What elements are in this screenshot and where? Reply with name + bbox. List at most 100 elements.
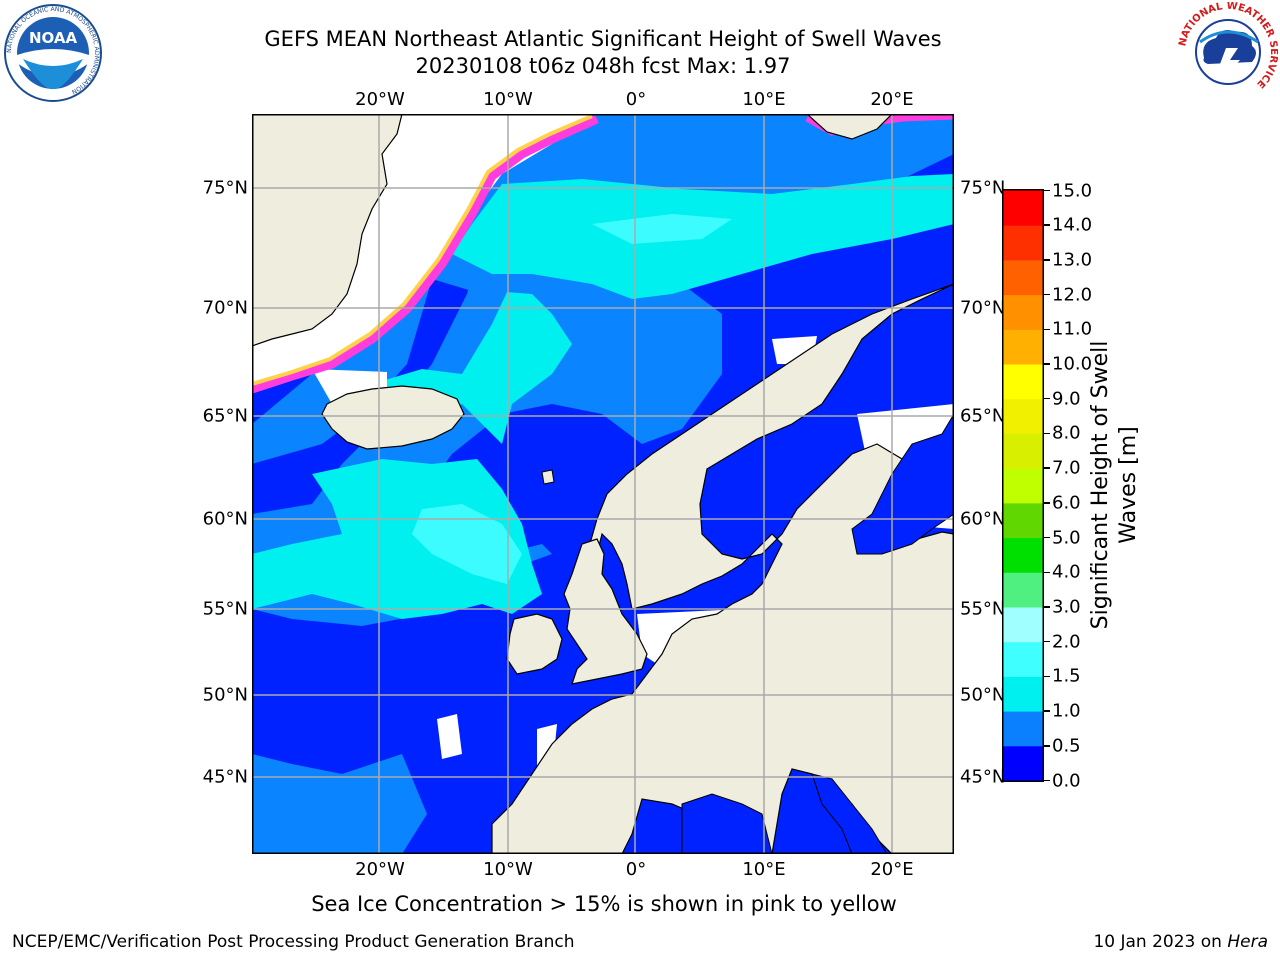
colorbar-tick-label: 10.0 bbox=[1052, 353, 1093, 375]
sea-ice-edge bbox=[252, 114, 593, 386]
colorbar-tick-label: 0.0 bbox=[1052, 770, 1081, 791]
lon-label-top: 10°W bbox=[483, 89, 533, 110]
colorbar-tick-label: 14.0 bbox=[1052, 214, 1093, 236]
colorbar-tick bbox=[1044, 571, 1050, 573]
sea-ice-edge bbox=[252, 114, 599, 394]
colorbar-band bbox=[1003, 537, 1043, 573]
colorbar-tick bbox=[1044, 675, 1050, 678]
noaa-logo-text: NOAA bbox=[29, 29, 78, 47]
map-frame bbox=[252, 114, 954, 854]
footer-credit: NCEP/EMC/Verification Post Processing Pr… bbox=[12, 932, 575, 952]
colorbar-tick bbox=[1044, 189, 1050, 192]
colorbar-band bbox=[1003, 502, 1043, 539]
colorbar-band bbox=[1003, 225, 1043, 261]
colorbar-band bbox=[1003, 259, 1043, 296]
colorbar-tick-label: 1.5 bbox=[1052, 665, 1081, 687]
lat-label-left: 75°N bbox=[202, 177, 248, 199]
colorbar-tick bbox=[1044, 328, 1050, 331]
colorbar-tick bbox=[1044, 606, 1050, 608]
colorbar-band bbox=[1003, 745, 1043, 781]
lat-label-right: 70°N bbox=[960, 297, 1006, 319]
no-data-region bbox=[437, 714, 462, 759]
footer-host: Hera bbox=[1227, 932, 1268, 952]
colorbar-band bbox=[1003, 676, 1043, 712]
colorbar-tick bbox=[1044, 536, 1050, 539]
lat-label-right: 60°N bbox=[960, 508, 1006, 530]
lat-label-right: 50°N bbox=[960, 684, 1006, 706]
land-greenland bbox=[252, 114, 403, 347]
colorbar-tick bbox=[1044, 640, 1050, 643]
swell-wave-map bbox=[252, 114, 954, 854]
lat-label-left: 65°N bbox=[202, 405, 248, 427]
colorbar-tick-label: 13.0 bbox=[1052, 249, 1093, 271]
sea-mediterranean bbox=[681, 793, 773, 854]
colorbar bbox=[1002, 189, 1044, 782]
colorbar-tick-label: 4.0 bbox=[1052, 561, 1081, 583]
lat-label-right: 75°N bbox=[960, 177, 1006, 199]
lat-label-right: 55°N bbox=[960, 598, 1006, 620]
colorbar-tick-label: 6.0 bbox=[1052, 492, 1081, 514]
colorbar-tick bbox=[1044, 397, 1050, 400]
ocean-band-0.5-1.0 bbox=[252, 754, 427, 854]
colorbar-frame bbox=[1002, 189, 1044, 782]
colorbar-tick bbox=[1044, 259, 1050, 261]
lat-label-left: 70°N bbox=[202, 297, 248, 319]
lat-label-left: 45°N bbox=[202, 766, 248, 788]
sea-ice-note: Sea Ice Concentration > 15% is shown in … bbox=[311, 892, 897, 916]
footer-date-text: 10 Jan 2023 on bbox=[1093, 932, 1228, 952]
footer-date: 10 Jan 2023 on Hera bbox=[1093, 932, 1268, 952]
colorbar-tick-label: 7.0 bbox=[1052, 457, 1081, 479]
colorbar-band bbox=[1003, 711, 1043, 747]
colorbar-band bbox=[1003, 294, 1043, 330]
lat-label-left: 55°N bbox=[202, 598, 248, 620]
lat-label-right: 65°N bbox=[960, 405, 1006, 427]
colorbar-tick-label: 11.0 bbox=[1052, 318, 1093, 340]
ocean-band-1.5-2.0 bbox=[592, 214, 732, 244]
land-iceland bbox=[321, 385, 465, 450]
colorbar-tick bbox=[1044, 467, 1050, 469]
lon-label-top: 0° bbox=[625, 89, 647, 110]
land-svalbard bbox=[806, 114, 893, 140]
colorbar-band bbox=[1003, 398, 1043, 434]
lon-label-bottom: 10°E bbox=[742, 859, 786, 880]
colorbar-tick-label: 2.0 bbox=[1052, 631, 1081, 653]
colorbar-band bbox=[1003, 641, 1043, 677]
lon-label-bottom: 20°W bbox=[355, 859, 405, 880]
colorbar-tick-label: 12.0 bbox=[1052, 284, 1093, 306]
land-faroe bbox=[541, 469, 555, 485]
chart-title: GEFS MEAN Northeast Atlantic Significant… bbox=[264, 27, 942, 51]
lon-label-top: 20°E bbox=[870, 89, 914, 110]
colorbar-band bbox=[1003, 433, 1043, 469]
colorbar-band bbox=[1003, 468, 1043, 504]
colorbar-tick-label: 3.0 bbox=[1052, 596, 1081, 618]
colorbar-tick bbox=[1044, 432, 1050, 435]
colorbar-tick bbox=[1044, 779, 1050, 782]
colorbar-tick bbox=[1044, 363, 1050, 365]
colorbar-title: Significant Height of Swell Waves [m] bbox=[1087, 341, 1143, 630]
colorbar-tick bbox=[1044, 293, 1050, 296]
lon-label-bottom: 0° bbox=[625, 859, 647, 880]
colorbar-tick-label: 9.0 bbox=[1052, 388, 1081, 410]
nws-logo: NATIONAL WEATHER SERVICE bbox=[1178, 2, 1278, 100]
colorbar-tick bbox=[1044, 710, 1050, 712]
ocean-band-1.5-2.0 bbox=[412, 504, 522, 584]
colorbar-tick bbox=[1044, 502, 1050, 504]
colorbar-band bbox=[1003, 190, 1043, 226]
land-great-britain bbox=[563, 538, 648, 685]
ocean-band-1.0-1.5 bbox=[252, 459, 542, 619]
lon-label-bottom: 20°E bbox=[870, 859, 914, 880]
lon-label-bottom: 10°W bbox=[483, 859, 533, 880]
noaa-logo: NATIONAL OCEANIC AND ATMOSPHERIC ADMINIS… bbox=[4, 4, 102, 102]
colorbar-title-line1: Significant Height of Swell bbox=[1088, 340, 1113, 630]
chart-subtitle: 20230108 t06z 048h fcst Max: 1.97 bbox=[415, 54, 791, 78]
colorbar-tick bbox=[1044, 745, 1050, 747]
colorbar-tick-label: 15.0 bbox=[1052, 180, 1093, 201]
colorbar-band bbox=[1003, 329, 1043, 365]
colorbar-tick-label: 8.0 bbox=[1052, 422, 1081, 444]
colorbar-tick-label: 5.0 bbox=[1052, 527, 1081, 549]
colorbar-title-line2: Waves [m] bbox=[1116, 426, 1141, 544]
colorbar-tick-label: 1.0 bbox=[1052, 700, 1081, 722]
lon-label-top: 20°W bbox=[355, 89, 405, 110]
colorbar-tick bbox=[1044, 224, 1050, 226]
lat-label-right: 45°N bbox=[960, 766, 1006, 788]
